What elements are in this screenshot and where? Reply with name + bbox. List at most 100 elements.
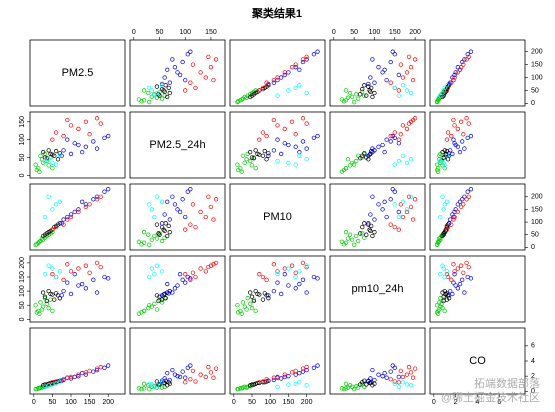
point xyxy=(370,367,375,373)
point xyxy=(236,167,241,173)
point xyxy=(304,146,309,151)
point xyxy=(293,62,298,67)
point xyxy=(304,121,309,126)
point xyxy=(300,59,306,65)
point xyxy=(251,156,256,161)
panel xyxy=(29,111,126,179)
point xyxy=(251,92,256,97)
panel xyxy=(229,183,326,251)
point xyxy=(388,80,393,85)
point xyxy=(98,364,103,370)
point xyxy=(452,141,457,146)
point xyxy=(40,290,46,295)
point xyxy=(167,80,172,85)
point xyxy=(372,80,377,85)
chart-title: 聚类结果1 xyxy=(251,6,302,20)
x-tick-label: 6 xyxy=(497,399,501,406)
x-tick-label: 0 xyxy=(432,399,436,406)
y-tick-label: 0 xyxy=(531,100,535,107)
point xyxy=(448,148,453,153)
point xyxy=(159,378,165,383)
point xyxy=(282,72,287,78)
point xyxy=(297,153,302,158)
point xyxy=(50,380,55,385)
point xyxy=(136,386,142,391)
y-tick-label: 6 xyxy=(531,343,535,350)
point xyxy=(264,157,269,162)
point xyxy=(170,194,175,199)
point xyxy=(384,77,389,83)
point xyxy=(315,363,320,368)
point xyxy=(264,277,269,282)
point xyxy=(382,149,387,155)
point xyxy=(163,296,168,301)
point xyxy=(464,197,469,202)
point xyxy=(466,264,471,270)
point xyxy=(175,283,180,288)
point xyxy=(452,272,457,277)
point xyxy=(44,231,49,236)
point xyxy=(83,263,89,268)
point xyxy=(162,75,167,80)
point xyxy=(156,231,161,236)
point xyxy=(286,142,291,148)
point xyxy=(98,121,103,126)
point xyxy=(183,375,188,380)
point xyxy=(406,121,412,126)
point xyxy=(147,85,152,91)
point xyxy=(83,370,89,375)
point xyxy=(408,65,414,70)
point xyxy=(388,369,393,374)
point xyxy=(193,379,198,384)
point xyxy=(136,311,142,316)
point xyxy=(159,81,165,87)
point xyxy=(441,266,446,271)
point xyxy=(180,277,185,282)
point xyxy=(180,369,185,374)
point xyxy=(102,135,107,141)
point xyxy=(172,202,178,207)
point xyxy=(275,269,280,274)
point xyxy=(388,377,393,382)
point xyxy=(68,123,74,128)
point xyxy=(257,152,262,157)
point xyxy=(106,363,111,368)
point xyxy=(408,370,414,375)
point xyxy=(443,228,448,234)
point xyxy=(372,377,377,383)
point xyxy=(455,144,460,149)
point xyxy=(278,151,284,157)
point xyxy=(46,263,51,268)
point xyxy=(293,144,298,149)
point xyxy=(444,153,450,158)
point xyxy=(76,207,81,212)
point xyxy=(351,99,357,105)
point xyxy=(249,294,255,299)
panel xyxy=(29,183,126,251)
point xyxy=(446,221,452,226)
point xyxy=(65,137,70,142)
point xyxy=(356,385,361,390)
y-tick-label: 2 xyxy=(531,373,535,380)
point xyxy=(213,197,219,202)
point xyxy=(183,272,188,277)
panel xyxy=(229,39,326,107)
point xyxy=(466,121,471,126)
point xyxy=(61,277,66,282)
point xyxy=(177,272,183,277)
point xyxy=(83,286,89,291)
point xyxy=(53,162,59,167)
point xyxy=(61,222,66,227)
point xyxy=(438,272,443,277)
point xyxy=(183,280,188,285)
point xyxy=(392,379,397,384)
point xyxy=(446,293,452,298)
point xyxy=(42,384,48,389)
point xyxy=(455,266,460,271)
point xyxy=(462,146,467,151)
point xyxy=(372,217,377,222)
point xyxy=(76,372,81,377)
y-tick-label: 100 xyxy=(531,219,543,226)
point xyxy=(465,52,470,57)
point xyxy=(388,222,393,227)
